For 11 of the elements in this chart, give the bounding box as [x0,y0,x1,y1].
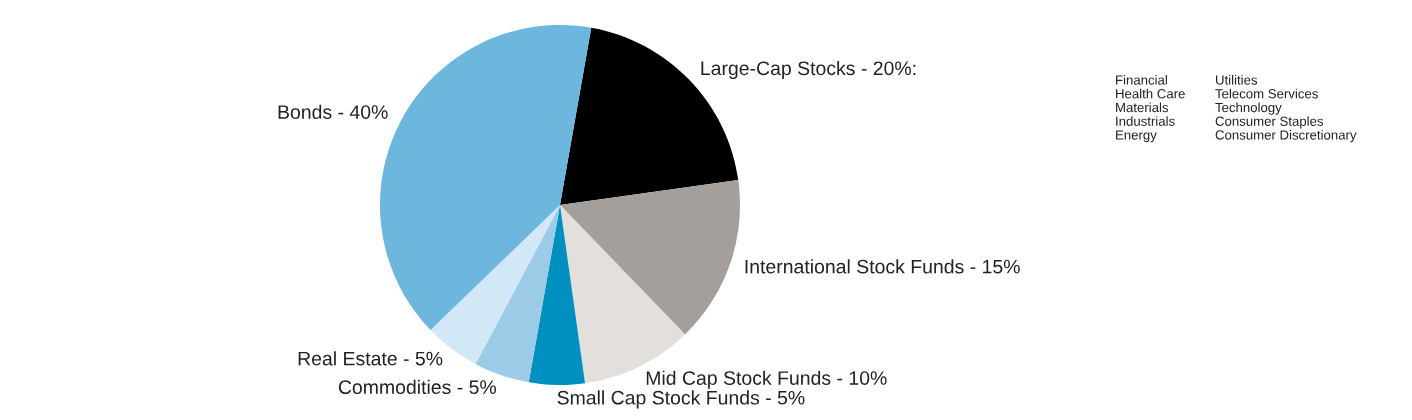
slice-label: Bonds - 40% [278,104,388,119]
pie-slice [528,205,586,385]
slice-label: Real Estate - 5% [298,351,443,366]
slice-label: Small Cap Stock Funds - 5% [557,390,805,409]
slice-label: Mid Cap Stock Funds - 10% [646,370,887,389]
slice-label: International Stock Funds - 15% [745,259,1020,274]
slice-label: Large-Cap Stocks - 20%: [701,60,916,80]
text: Financial Health Care Materials Industrials Energy [1116,75,1185,143]
text: Utilities Telecom Services Technology Consumer Staples Consumer Discretionary [1215,75,1357,143]
pie-slice [560,179,740,335]
slice-label: Commodities - 5% [338,379,497,395]
